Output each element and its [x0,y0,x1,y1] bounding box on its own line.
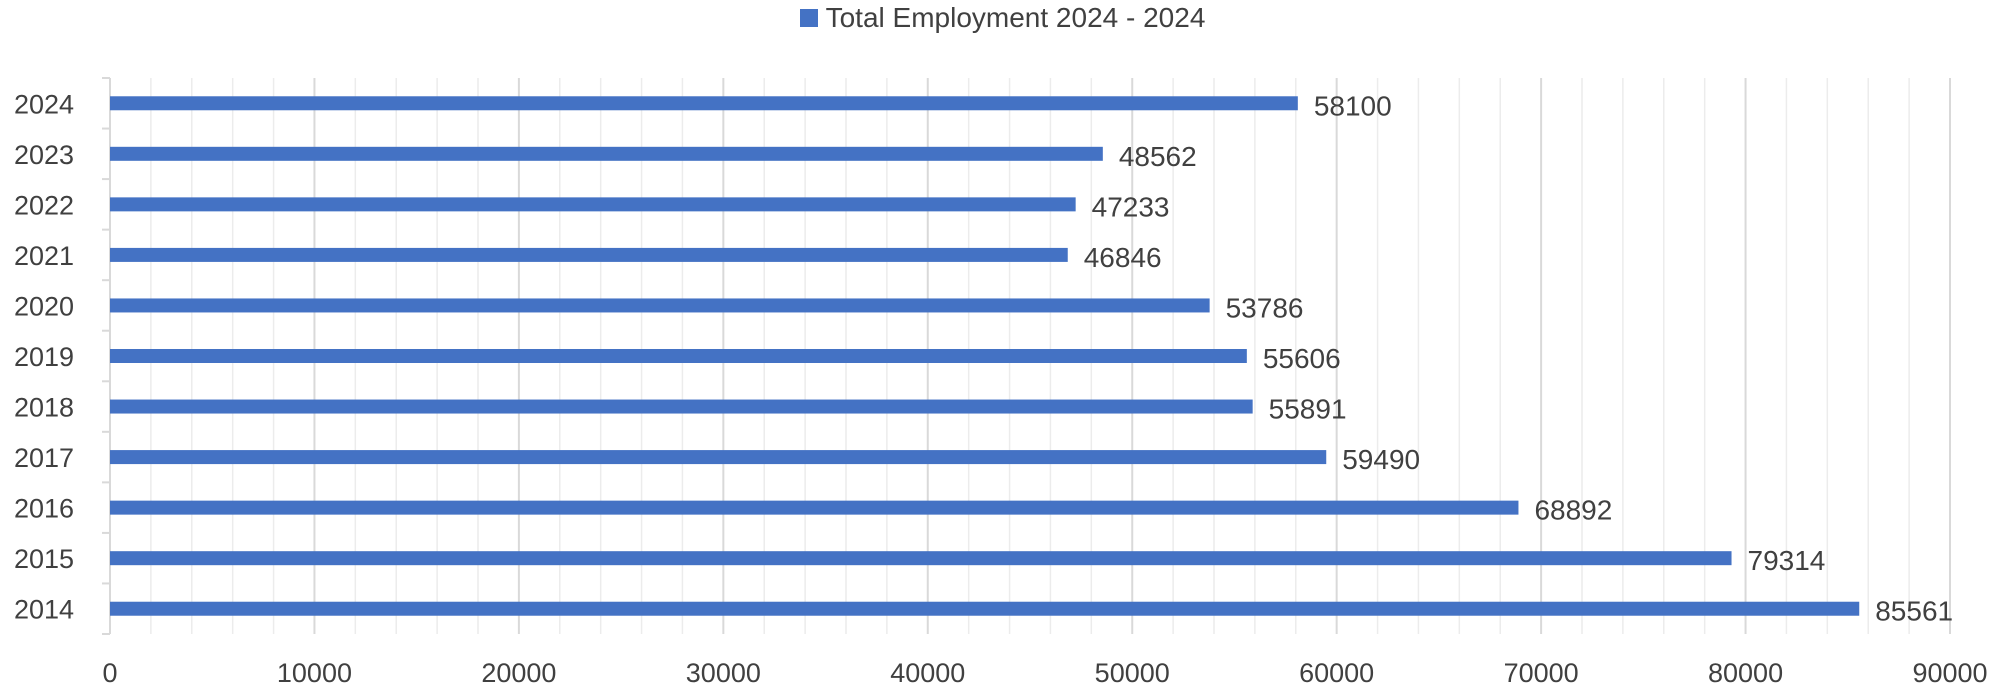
y-category-label: 2024 [14,89,74,119]
y-category-label: 2022 [14,190,74,220]
x-tick-label: 20000 [481,658,556,688]
bar [110,500,1519,515]
x-tick-label: 10000 [277,658,352,688]
y-category-label: 2020 [14,291,74,321]
y-category-label: 2019 [14,342,74,372]
legend-label: Total Employment 2024 - 2024 [825,2,1206,33]
y-category-label: 2023 [14,140,74,170]
y-category-label: 2014 [14,595,74,625]
bar [110,349,1247,363]
y-category-label: 2017 [14,443,74,473]
y-category-label: 2021 [14,241,74,271]
bar [110,197,1076,212]
x-tick-label: 50000 [1095,658,1170,688]
x-tick-label: 80000 [1708,658,1783,688]
x-tick-label: 40000 [890,658,965,688]
data-label: 53786 [1226,292,1304,323]
bar [110,96,1298,111]
x-tick-label: 30000 [686,658,761,688]
data-label: 59490 [1342,444,1420,475]
bar [110,146,1103,161]
x-tick-label: 60000 [1299,658,1374,688]
bar [110,601,1860,616]
x-tick-label: 70000 [1504,658,1579,688]
data-label: 68892 [1534,495,1612,526]
legend-swatch [799,9,818,27]
y-category-label: 2018 [14,393,74,423]
data-label: 55891 [1269,394,1347,425]
bar [110,298,1210,313]
data-label: 85561 [1875,596,1953,627]
bar [110,247,1068,262]
data-label: 47233 [1092,191,1170,222]
x-tick-label: 0 [102,658,117,688]
data-label: 46846 [1084,242,1162,273]
y-category-label: 2016 [14,494,74,524]
data-label: 79314 [1748,545,1826,576]
bar [110,450,1327,465]
chart-legend: Total Employment 2024 - 2024 [0,2,2005,34]
bar [110,551,1732,566]
data-label: 55606 [1263,343,1341,374]
y-category-label: 2015 [14,544,74,574]
x-tick-label: 90000 [1912,658,1987,688]
data-label: 48562 [1119,141,1197,172]
data-label: 58100 [1314,90,1392,121]
bar [110,399,1253,414]
